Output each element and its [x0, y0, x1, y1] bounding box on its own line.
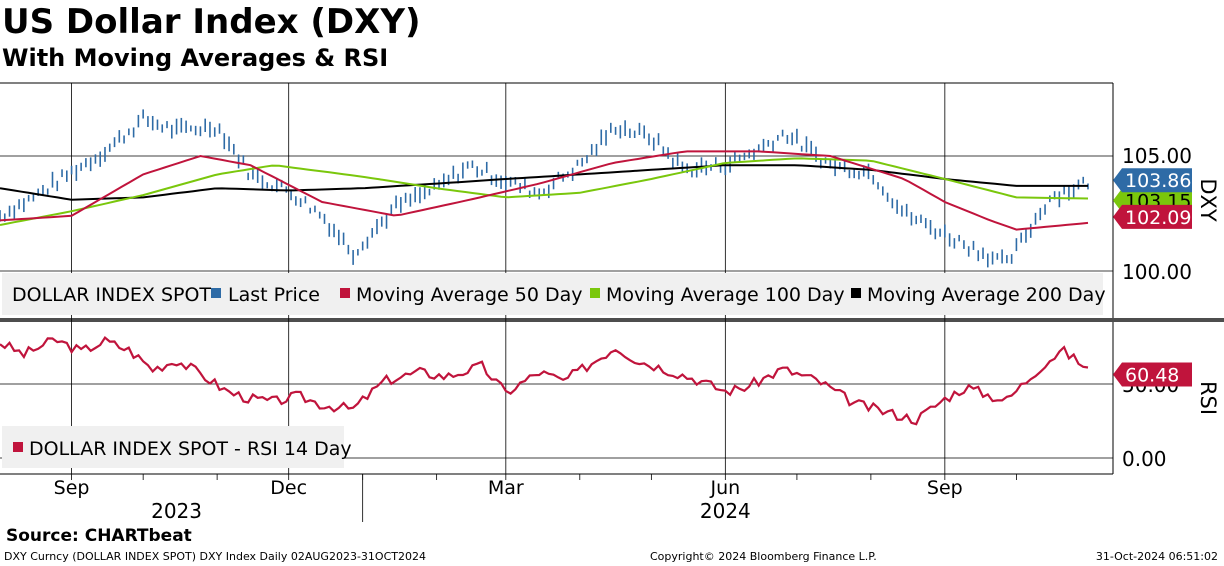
legend-ma100: Moving Average 100 Day [606, 284, 845, 306]
ma100-line [0, 157, 1089, 226]
legend-swatch-rsi [13, 442, 23, 452]
footer-info: DXY Curncy (DOLLAR INDEX SPOT) DXY Index… [4, 550, 426, 563]
price-axis-title: DXY [1196, 178, 1220, 222]
rsi-badge-label: 60.48 [1125, 364, 1179, 386]
x-tick-label: Mar [488, 477, 524, 499]
legend-rsi: DOLLAR INDEX SPOT - RSI 14 Day [29, 438, 352, 460]
x-tick-label: Jun [709, 477, 740, 499]
x-tick-label: Sep [927, 477, 963, 499]
legend-title: DOLLAR INDEX SPOT [12, 284, 211, 306]
rsi-legend-box [2, 426, 344, 468]
rsi-tick-label-0: 0.00 [1122, 447, 1167, 471]
legend-swatch-last-price [211, 288, 221, 298]
rsi-line [0, 335, 1089, 426]
last-price-badge-label: 103.86 [1125, 170, 1191, 192]
price-tick-label-100: 100.00 [1122, 260, 1192, 284]
chart-title: US Dollar Index (DXY) [2, 2, 421, 42]
year-label: 2023 [151, 499, 202, 523]
legend-ma50: Moving Average 50 Day [356, 284, 582, 306]
legend-swatch-ma200 [851, 288, 861, 298]
x-tick-label: Dec [270, 477, 307, 499]
ma50-line [0, 150, 1089, 231]
price-legend: DOLLAR INDEX SPOT Last Price Moving Aver… [2, 273, 1106, 315]
legend-swatch-ma50 [340, 288, 350, 298]
footer-copyright: Copyright© 2024 Bloomberg Finance L.P. [650, 550, 877, 563]
panel-divider[interactable] [0, 318, 1224, 322]
ma200-line [0, 164, 1088, 201]
price-tick-label-105: 105.00 [1122, 144, 1192, 168]
year-label: 2024 [700, 499, 751, 523]
legend-last-price: Last Price [228, 284, 320, 306]
rsi-axis-title: RSI [1196, 381, 1220, 415]
ma50-badge-label: 102.09 [1125, 207, 1191, 229]
footer-timestamp: 31-Oct-2024 06:51:02 [1095, 550, 1218, 563]
rsi-legend: DOLLAR INDEX SPOT - RSI 14 Day [2, 426, 352, 468]
last-price-bars [0, 109, 1089, 268]
last-price-badge [1113, 168, 1192, 193]
price-legend-box [2, 273, 1103, 315]
legend-ma200: Moving Average 200 Day [867, 284, 1106, 306]
x-tick-label: Sep [54, 477, 90, 499]
legend-swatch-ma100 [590, 288, 600, 298]
source-label: Source: CHARTbeat [6, 526, 192, 546]
chart-subtitle: With Moving Averages & RSI [2, 44, 389, 72]
rsi-badge [1113, 362, 1192, 387]
ma50-badge [1113, 204, 1192, 229]
